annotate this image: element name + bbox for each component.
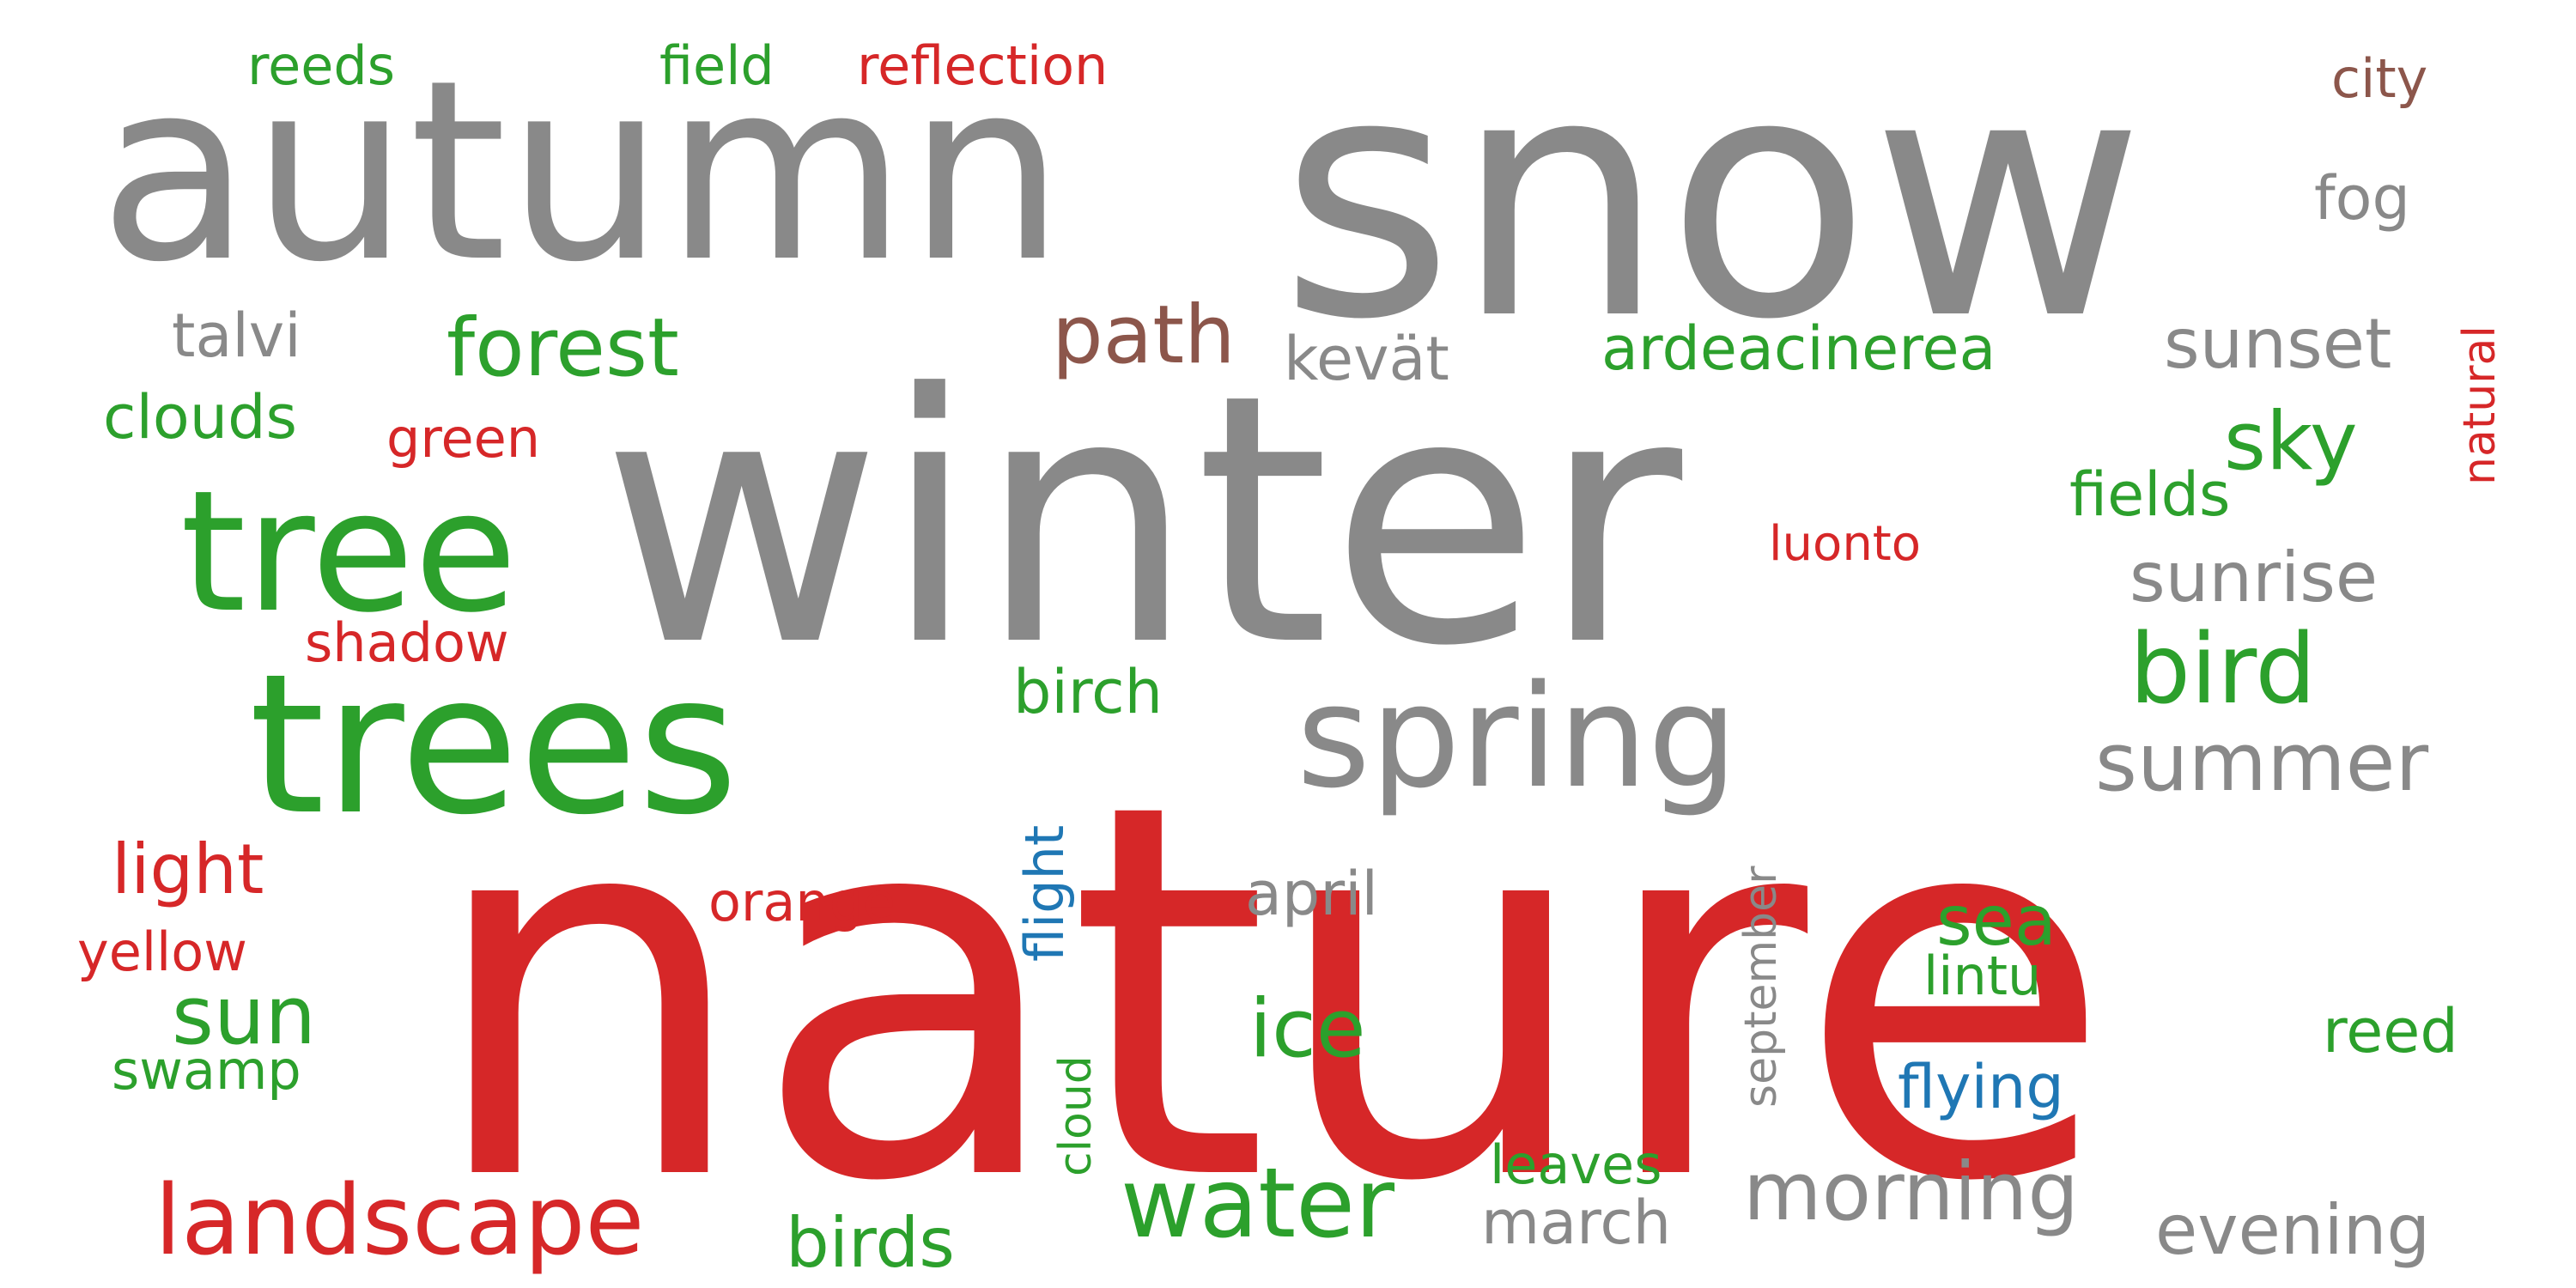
- word-winter-1: winter: [601, 322, 1686, 721]
- word-birds-21: birds: [786, 1203, 955, 1283]
- word-yellow-41: yellow: [77, 920, 247, 983]
- word-fog-33: fog: [2314, 163, 2410, 234]
- word-clouds-24: clouds: [103, 382, 297, 453]
- word-sun-16: sun: [172, 969, 316, 1063]
- word-sky-14: sky: [2224, 395, 2358, 489]
- word-autumn-3: autumn: [99, 27, 1065, 317]
- word-shadow-39: shadow: [305, 611, 509, 674]
- word-cloud-49: cloud: [1050, 1055, 1102, 1176]
- word-march-25: march: [1481, 1188, 1671, 1258]
- word-water-8: water: [1121, 1148, 1395, 1260]
- word-bird-9: bird: [2129, 614, 2316, 726]
- word-september-48: september: [1735, 866, 1787, 1108]
- word-fields-37: fields: [2069, 459, 2231, 530]
- word-path-12: path: [1052, 289, 1236, 382]
- word-orange-40: orange: [708, 871, 896, 933]
- word-talvi-34: talvi: [172, 301, 301, 371]
- word-forest-13: forest: [447, 301, 679, 395]
- word-morning-11: morning: [1743, 1145, 2079, 1239]
- word-field-30: field: [659, 34, 775, 97]
- word-reflection-29: reflection: [857, 34, 1108, 97]
- word-tree-5: tree: [180, 454, 517, 649]
- word-landscape-7: landscape: [155, 1165, 644, 1277]
- word-green-36: green: [386, 407, 540, 470]
- word-spring-6: spring: [1297, 654, 1738, 819]
- word-reeds-31: reeds: [247, 34, 395, 97]
- word-swamp-42: swamp: [112, 1039, 301, 1102]
- word-city-32: city: [2331, 47, 2427, 110]
- word-ardeacinerea-23: ardeacinerea: [1601, 313, 1996, 384]
- word-reed-45: reed: [2323, 996, 2458, 1066]
- word-birch-26: birch: [1013, 657, 1163, 727]
- word-sunset-20: sunset: [2164, 304, 2391, 384]
- word-lintu-44: lintu: [1923, 945, 2041, 1007]
- word-light-17: light: [112, 829, 264, 909]
- word-snow-2: snow: [1279, 3, 2145, 392]
- word-april-28: april: [1245, 859, 1378, 929]
- word-luonto-38: luonto: [1769, 516, 1921, 572]
- word-sunrise-19: sunrise: [2129, 538, 2378, 617]
- word-flight-27: flight: [1013, 825, 1076, 962]
- word-sea-18: sea: [1936, 881, 2057, 961]
- word-evening-22: evening: [2155, 1190, 2430, 1270]
- word-flying-43: flying: [1898, 1052, 2064, 1122]
- word-leaves-46: leaves: [1490, 1133, 1662, 1196]
- word-trees-4: trees: [249, 633, 738, 858]
- word-kevt-35: kevät: [1284, 324, 1449, 394]
- word-nature-0: nature: [425, 694, 2113, 1288]
- word-ice-15: ice: [1249, 982, 1366, 1076]
- word-summer-10: summer: [2095, 716, 2429, 810]
- word-natural-47: natural: [2454, 325, 2506, 485]
